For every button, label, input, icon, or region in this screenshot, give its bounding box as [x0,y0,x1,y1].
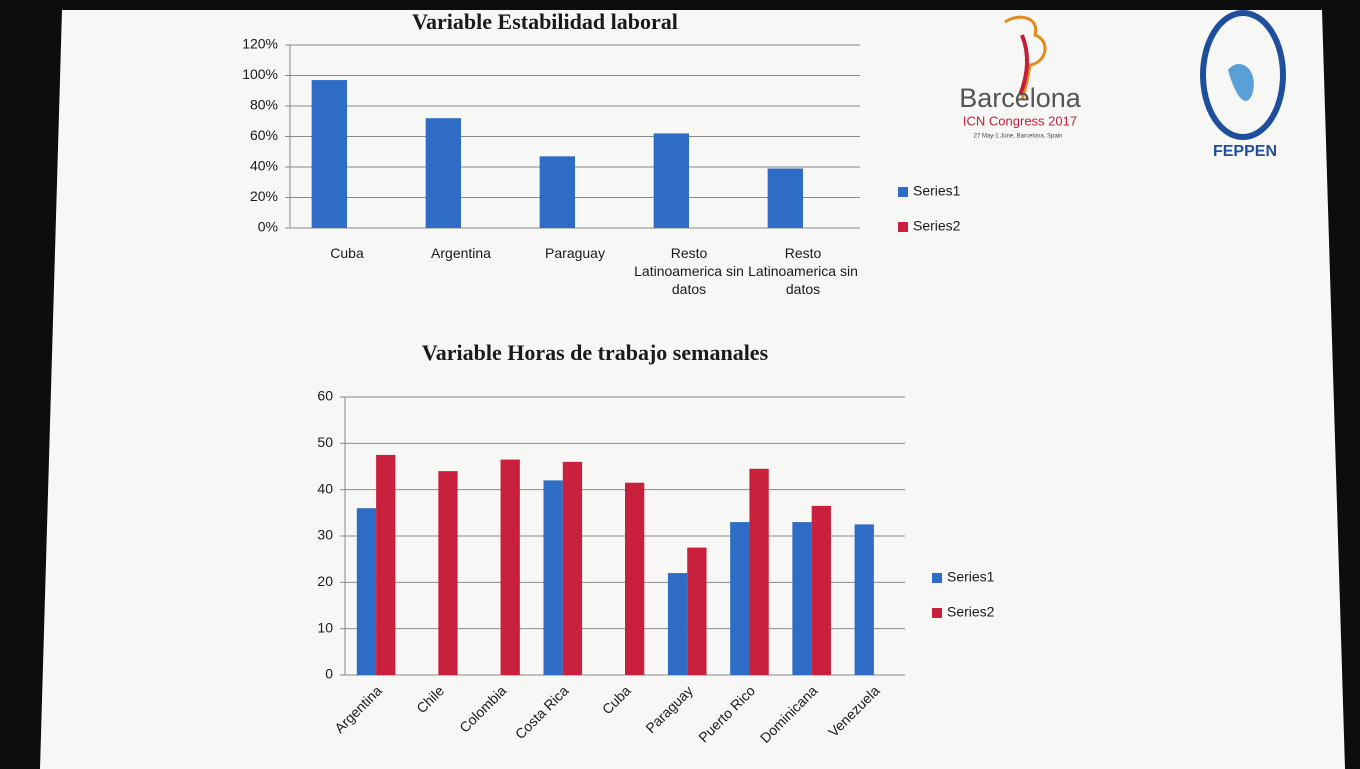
legend-swatch [898,222,908,232]
x-tick-label-box: Resto Latinoamerica sin datos [743,244,863,314]
legend-label: Series2 [947,604,995,620]
bar [749,469,768,675]
bar [501,460,520,675]
bar [730,522,749,675]
y-tick-label: 40 [317,480,333,496]
legend-label: Series1 [947,569,995,585]
chart-title: Variable Estabilidad laboral [412,9,678,34]
legend-swatch [932,573,942,583]
bar [654,133,689,228]
x-tick-label: Resto Latinoamerica sin datos [743,244,863,298]
bar [312,80,347,228]
bar [792,522,811,675]
x-tick-label-box: Resto Latinoamerica sin datos [629,244,749,314]
bar [687,548,706,675]
logo-event: ICN Congress 2017 [963,113,1077,128]
y-tick-label: 0 [325,666,333,682]
legend-label: Series1 [913,183,961,199]
logo-dates: 27 May-1 June, Barcelona, Spain [974,134,1063,140]
y-tick-label: 120% [242,36,278,52]
y-tick-label: 10 [317,619,333,635]
slide: Barcelona ICN Congress 2017 27 May-1 Jun… [0,0,1360,769]
y-tick-label: 100% [242,66,278,82]
y-tick-label: 20 [317,573,333,589]
bar [625,483,644,675]
y-tick-label: 30 [317,527,333,543]
chart-title: Variable Horas de trabajo semanales [422,340,769,365]
x-tick-label-box: Argentina [401,244,521,314]
y-tick-label: 0% [258,219,278,235]
y-tick-label: 80% [250,97,278,113]
bar [768,169,803,228]
x-tick-label-box: Cuba [287,244,407,314]
y-tick-label: 20% [250,188,278,204]
y-tick-label: 40% [250,158,278,174]
x-tick-label-box: Paraguay [515,244,635,314]
y-tick-label: 60% [250,127,278,143]
logo-name: Barcelona [959,83,1082,113]
bar [376,455,395,675]
legend-swatch [932,608,942,618]
x-tick-label: Paraguay [515,244,635,262]
bar [563,462,582,675]
bar [540,156,575,228]
bar [438,471,457,675]
bar [812,506,831,675]
x-tick-label: Argentina [401,244,521,262]
logo-name: FEPPEN [1213,143,1277,160]
y-tick-label: 50 [317,434,333,450]
bar [543,480,562,675]
bar [357,508,376,675]
bar [855,524,874,675]
legend-swatch [898,187,908,197]
legend-label: Series2 [913,218,961,234]
x-tick-label: Cuba [287,244,407,262]
bar [426,118,461,228]
x-tick-label: Resto Latinoamerica sin datos [629,244,749,298]
bar [668,573,687,675]
y-tick-label: 60 [317,388,333,404]
